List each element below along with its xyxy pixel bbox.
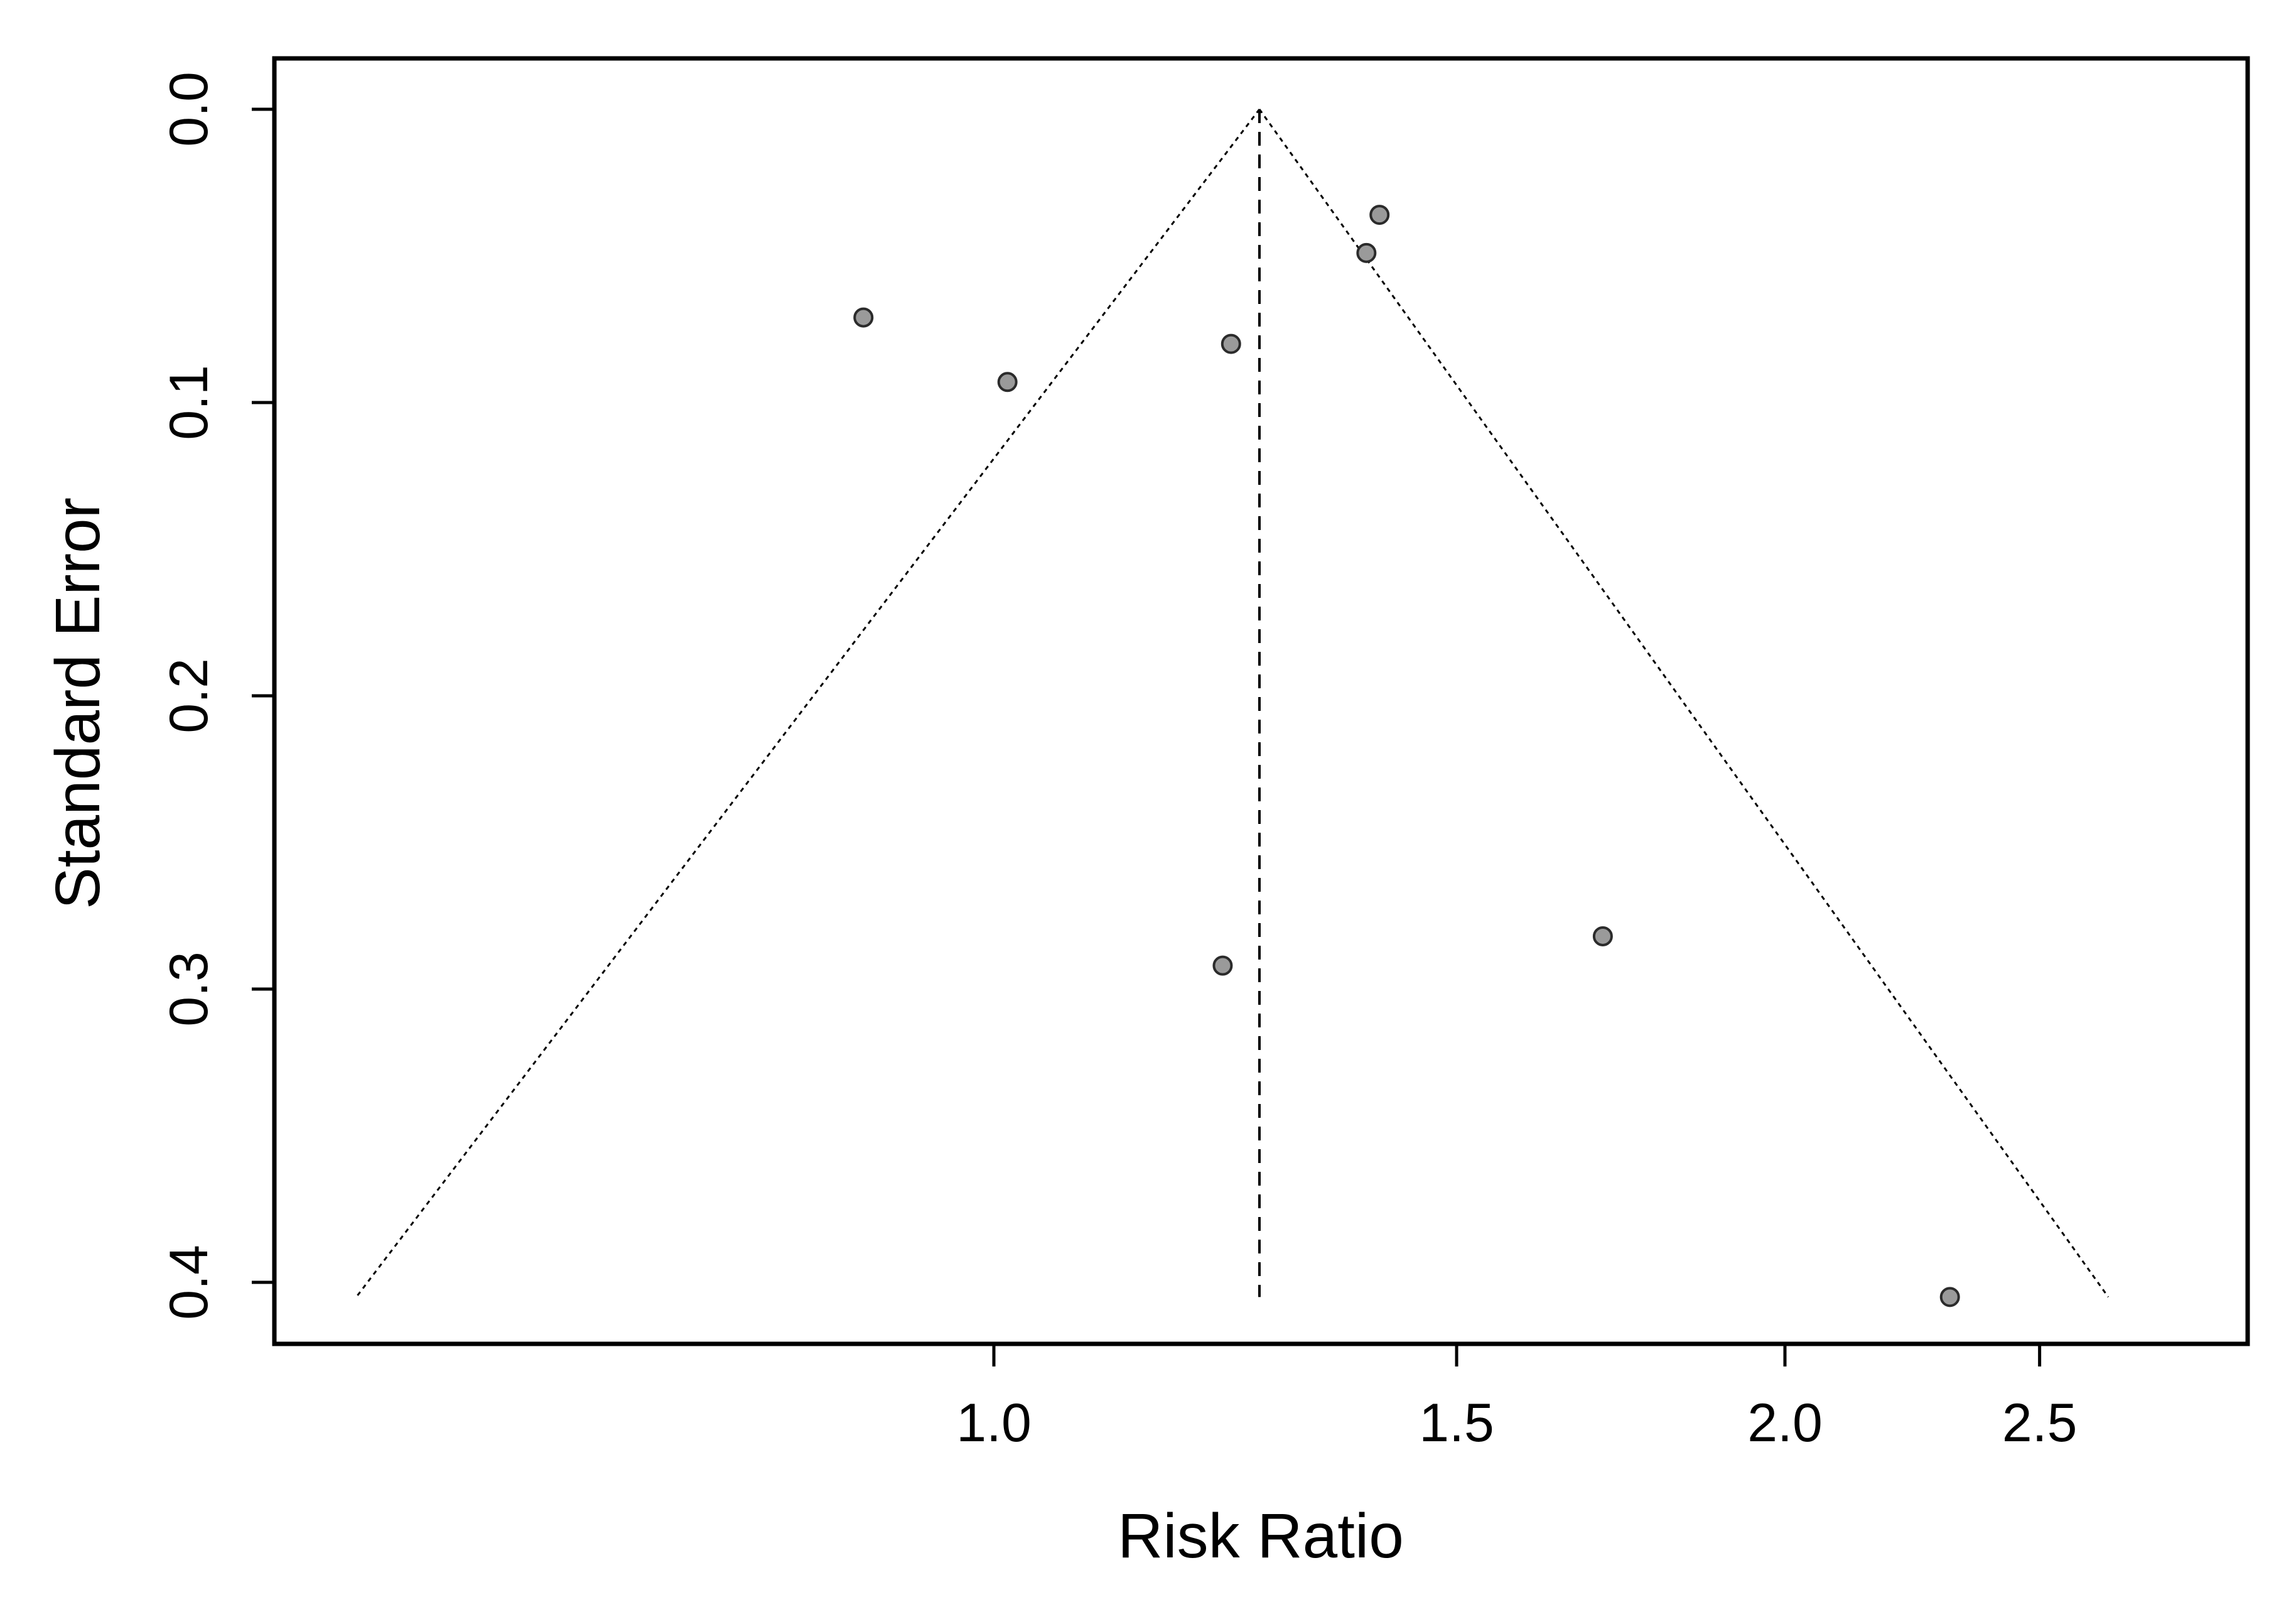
data-points: [853, 205, 1960, 1307]
x-tick-label: 2.5: [2002, 1393, 2078, 1453]
study-point: [1221, 333, 1241, 354]
y-tick-label: 0.0: [159, 72, 219, 147]
y-tick-label: 0.4: [159, 1245, 219, 1320]
funnel-lines: [355, 109, 2110, 1298]
x-tick-label: 1.0: [956, 1393, 1032, 1453]
y-axis: 0.0 0.1 0.2 0.3 0.4: [159, 72, 274, 1320]
study-point: [997, 372, 1018, 392]
x-tick-label: 2.0: [1747, 1393, 1823, 1453]
y-tick-label: 0.3: [159, 951, 219, 1027]
study-point: [1939, 1287, 1960, 1307]
study-point: [1592, 926, 1613, 946]
y-axis-title: Standard Error: [43, 497, 113, 909]
funnel-right-limit-line: [1258, 109, 2110, 1298]
plot-frame: [272, 56, 2250, 1346]
y-tick-label: 0.1: [159, 365, 219, 440]
study-point: [1212, 955, 1233, 976]
x-tick-label: 1.5: [1419, 1393, 1494, 1453]
x-axis-title: Risk Ratio: [1118, 1501, 1404, 1571]
study-point: [853, 307, 874, 328]
study-point: [1356, 242, 1377, 263]
funnel-left-limit-line: [355, 109, 1261, 1298]
study-point: [1369, 205, 1390, 225]
x-axis: 1.0 1.5 2.0 2.5: [956, 1344, 2077, 1453]
y-tick-label: 0.2: [159, 658, 219, 733]
